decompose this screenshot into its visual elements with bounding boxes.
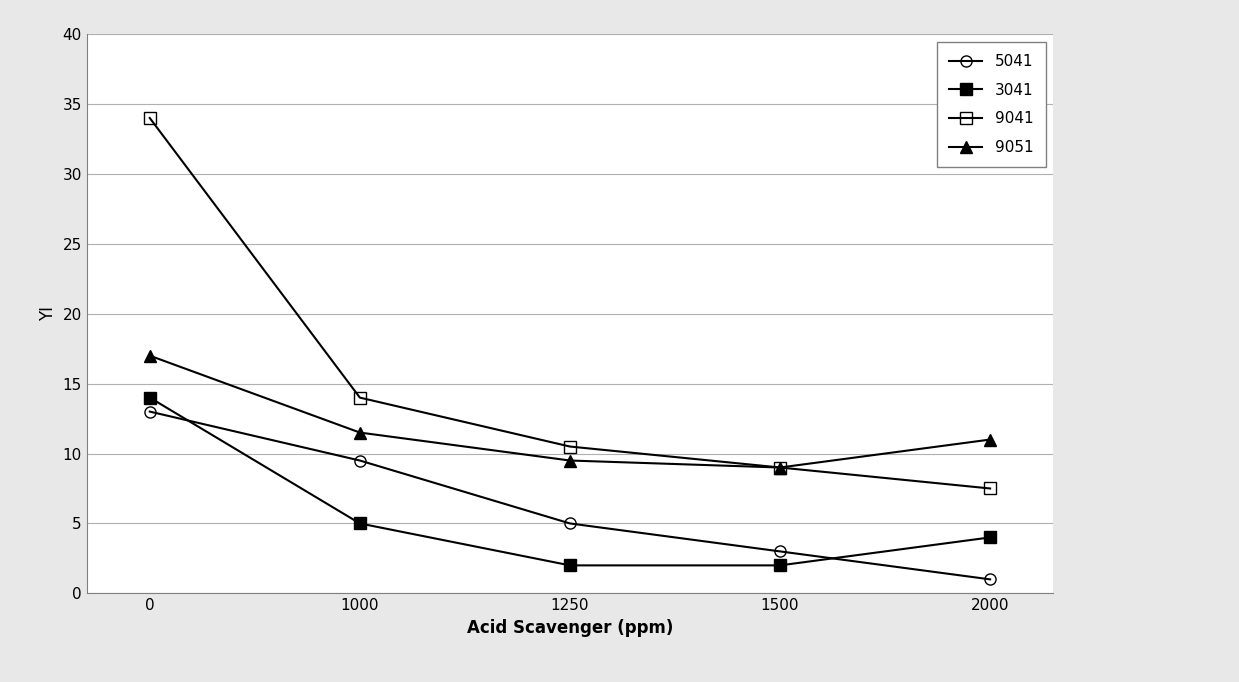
5041 <box>352 456 367 464</box>
3041 <box>563 561 577 569</box>
9041 <box>142 114 157 122</box>
5041 <box>773 547 788 555</box>
3041 <box>773 561 788 569</box>
9041 <box>773 464 788 472</box>
Legend: 5041, 3041, 9041, 9051: 5041, 3041, 9041, 9051 <box>937 42 1046 168</box>
9041 <box>352 394 367 402</box>
Line: 3041: 3041 <box>144 392 996 571</box>
5041 <box>983 576 997 584</box>
3041 <box>352 520 367 528</box>
Line: 5041: 5041 <box>144 406 996 585</box>
9051 <box>983 435 997 443</box>
9051 <box>773 464 788 472</box>
Line: 9051: 9051 <box>144 350 996 473</box>
3041 <box>983 533 997 542</box>
X-axis label: Acid Scavenger (ppm): Acid Scavenger (ppm) <box>467 619 673 637</box>
5041 <box>563 520 577 528</box>
9051 <box>563 456 577 464</box>
3041 <box>142 394 157 402</box>
9051 <box>142 352 157 360</box>
9041 <box>983 484 997 492</box>
9051 <box>352 428 367 436</box>
Line: 9041: 9041 <box>144 113 996 494</box>
9041 <box>563 443 577 451</box>
Y-axis label: YI: YI <box>38 306 57 321</box>
5041 <box>142 407 157 415</box>
